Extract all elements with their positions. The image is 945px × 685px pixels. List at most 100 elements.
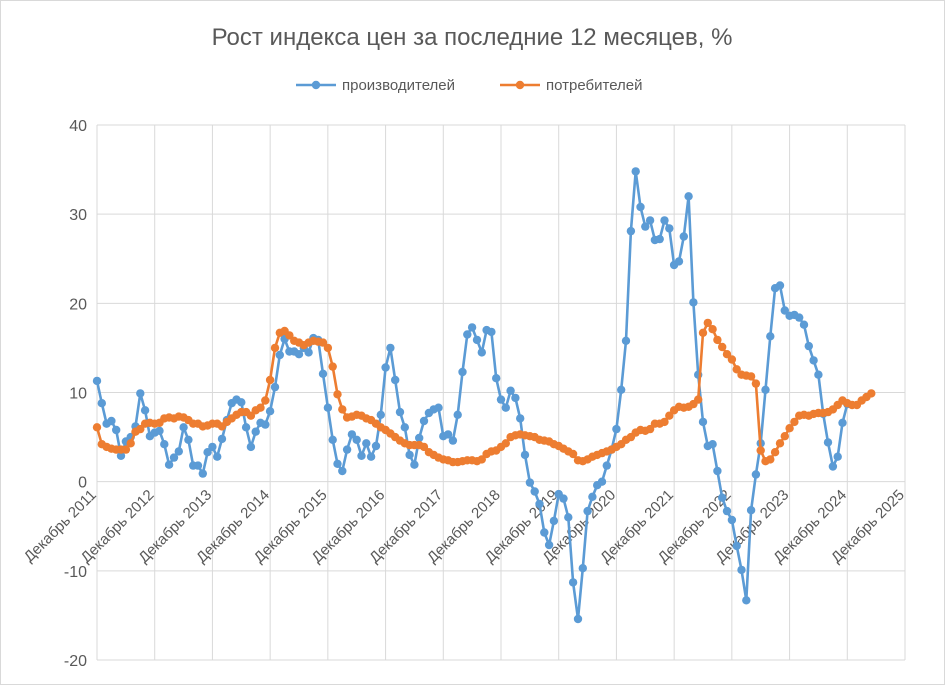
data-point-series-1 (342, 445, 352, 454)
data-point-series-1 (241, 423, 251, 432)
data-point-series-1 (684, 192, 693, 201)
data-point-series-2 (323, 343, 333, 353)
data-point-series-1 (766, 332, 775, 341)
data-point-series-2 (727, 355, 737, 364)
legend-marker-2 (515, 80, 525, 90)
data-point-series-1 (573, 614, 583, 624)
data-point-series-1 (366, 452, 376, 461)
y-tick-label: 40 (69, 118, 87, 135)
data-point-series-1 (434, 403, 443, 412)
data-point-series-1 (213, 452, 222, 461)
data-point-series-2 (732, 365, 741, 374)
data-point-series-1 (804, 341, 813, 351)
data-point-series-1 (516, 414, 525, 423)
data-point-series-1 (814, 370, 823, 379)
data-point-series-1 (179, 423, 188, 432)
data-point-series-1 (549, 516, 559, 526)
data-point-series-1 (265, 407, 275, 416)
data-point-series-1 (742, 596, 751, 605)
data-point-series-1 (626, 226, 636, 236)
data-point-series-2 (766, 455, 775, 464)
data-point-series-1 (318, 369, 328, 378)
data-point-series-1 (193, 461, 203, 470)
data-point-series-1 (511, 393, 520, 403)
legend: производителей потребителей (296, 77, 643, 94)
data-point-series-1 (304, 348, 313, 357)
data-point-series-1 (828, 462, 838, 471)
data-point-series-2 (770, 448, 780, 457)
data-point-series-1 (405, 450, 414, 460)
y-axis: -20 -10 0 10 20 30 40 (64, 118, 87, 670)
data-point-series-1 (448, 436, 458, 445)
data-point-series-1 (674, 257, 684, 266)
data-point-series-2 (121, 445, 131, 454)
data-point-series-2 (136, 424, 145, 434)
data-point-series-1 (698, 417, 708, 427)
data-point-series-1 (795, 313, 804, 322)
data-point-series-1 (496, 395, 506, 404)
data-point-series-2 (785, 424, 794, 433)
data-point-series-2 (328, 362, 337, 371)
data-point-series-1 (641, 222, 650, 231)
data-point-series-1 (645, 216, 655, 225)
data-point-series-1 (727, 515, 737, 525)
data-point-series-1 (751, 470, 761, 479)
data-point-series-1 (568, 578, 578, 587)
data-point-series-1 (544, 540, 554, 550)
series-layer (92, 167, 876, 624)
legend-label-1: производителей (342, 77, 455, 94)
data-point-series-2 (713, 335, 722, 345)
chart-title: Рост индекса цен за последние 12 месяцев… (212, 24, 733, 51)
data-point-series-1 (467, 323, 477, 332)
data-point-series-1 (198, 469, 207, 478)
data-point-series-1 (443, 430, 453, 439)
data-point-series-1 (564, 513, 573, 522)
data-point-series-1 (251, 427, 260, 436)
data-point-series-2 (775, 439, 785, 448)
data-point-series-1 (261, 420, 270, 429)
data-point-series-1 (708, 440, 717, 449)
data-point-series-1 (116, 451, 126, 460)
data-point-series-2 (694, 395, 703, 404)
data-point-series-1 (323, 403, 333, 412)
data-point-series-1 (376, 410, 385, 419)
data-point-series-1 (809, 356, 818, 365)
data-point-series-1 (689, 298, 698, 307)
data-point-series-1 (617, 385, 626, 394)
data-point-series-1 (501, 403, 510, 412)
data-point-series-2 (867, 389, 876, 398)
data-point-series-1 (713, 466, 722, 476)
data-point-series-1 (655, 234, 664, 244)
data-point-series-1 (612, 424, 621, 434)
legend-marker-1 (311, 80, 321, 90)
data-point-series-1 (160, 440, 169, 449)
data-point-series-2 (645, 424, 655, 434)
data-point-series-1 (391, 375, 400, 385)
gridlines (96, 124, 906, 661)
data-point-series-1 (362, 439, 371, 448)
data-point-series-1 (92, 376, 102, 386)
data-point-series-2 (756, 446, 765, 455)
data-point-series-2 (708, 325, 717, 334)
data-point-series-1 (140, 406, 150, 415)
data-point-series-1 (636, 202, 645, 212)
data-point-series-1 (328, 435, 337, 444)
data-point-series-1 (540, 528, 549, 537)
y-tick-label: 10 (69, 386, 87, 403)
data-point-series-2 (92, 423, 102, 432)
data-point-series-2 (419, 442, 429, 452)
data-point-series-1 (746, 506, 756, 515)
data-point-series-1 (419, 416, 429, 426)
data-point-series-1 (477, 348, 486, 357)
data-point-series-1 (164, 460, 174, 469)
data-point-series-2 (722, 350, 732, 359)
data-point-series-1 (602, 461, 611, 470)
data-point-series-2 (698, 328, 708, 337)
data-point-series-1 (217, 434, 227, 444)
data-point-series-1 (169, 453, 179, 462)
data-point-series-1 (487, 327, 496, 337)
y-tick-label: 0 (78, 475, 87, 492)
y-tick-label: -20 (64, 653, 87, 670)
data-point-series-1 (799, 320, 809, 329)
